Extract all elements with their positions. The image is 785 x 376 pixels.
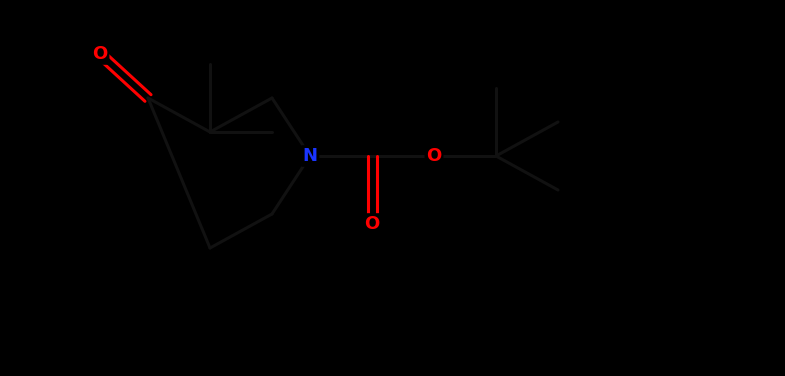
Text: O: O	[364, 215, 380, 233]
Text: O: O	[93, 45, 108, 63]
Text: O: O	[426, 147, 442, 165]
Text: N: N	[302, 147, 317, 165]
